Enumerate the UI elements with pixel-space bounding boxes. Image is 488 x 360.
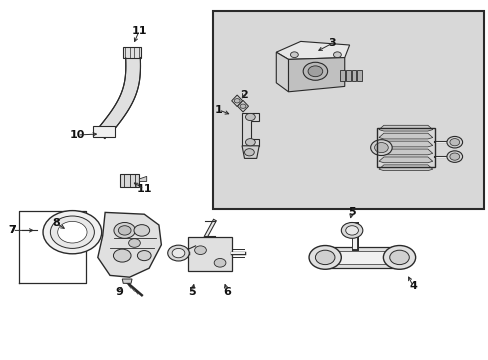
Text: 1: 1	[214, 105, 222, 115]
Circle shape	[244, 149, 254, 156]
Circle shape	[449, 153, 459, 160]
Polygon shape	[98, 212, 161, 277]
Circle shape	[194, 246, 206, 255]
Polygon shape	[242, 113, 259, 146]
Text: 6: 6	[223, 287, 231, 297]
Circle shape	[43, 211, 102, 254]
Polygon shape	[339, 70, 344, 81]
Polygon shape	[345, 70, 350, 81]
Circle shape	[58, 221, 87, 243]
Polygon shape	[98, 58, 140, 134]
Polygon shape	[123, 47, 141, 58]
Text: 4: 4	[408, 281, 416, 291]
Circle shape	[234, 99, 240, 103]
Polygon shape	[276, 41, 349, 59]
Circle shape	[118, 226, 131, 235]
Polygon shape	[378, 165, 432, 171]
Circle shape	[446, 136, 462, 148]
Polygon shape	[378, 133, 432, 139]
Polygon shape	[237, 100, 248, 112]
Polygon shape	[288, 58, 344, 92]
Circle shape	[383, 246, 415, 269]
Circle shape	[128, 239, 140, 247]
Polygon shape	[120, 174, 139, 187]
Polygon shape	[122, 279, 132, 283]
Polygon shape	[378, 125, 432, 131]
Circle shape	[214, 258, 225, 267]
Circle shape	[134, 225, 149, 236]
Circle shape	[307, 66, 322, 77]
Text: 2: 2	[239, 90, 247, 100]
Circle shape	[50, 216, 94, 248]
Bar	[212, 11, 483, 209]
Polygon shape	[276, 52, 288, 92]
Polygon shape	[357, 70, 362, 81]
Text: 9: 9	[116, 287, 123, 297]
Text: 10: 10	[69, 130, 85, 140]
Text: 7: 7	[8, 225, 16, 235]
Circle shape	[240, 104, 245, 108]
Polygon shape	[378, 157, 432, 163]
Circle shape	[303, 62, 327, 80]
Circle shape	[245, 139, 255, 146]
Circle shape	[446, 151, 462, 162]
Text: 11: 11	[131, 26, 147, 36]
Circle shape	[345, 226, 358, 235]
Polygon shape	[327, 251, 395, 264]
Circle shape	[113, 249, 131, 262]
Polygon shape	[93, 126, 115, 137]
Circle shape	[449, 139, 459, 146]
Polygon shape	[378, 141, 432, 147]
Polygon shape	[231, 95, 242, 107]
Circle shape	[290, 52, 298, 58]
Text: 7: 7	[8, 225, 16, 235]
Polygon shape	[242, 146, 259, 158]
Circle shape	[389, 250, 408, 265]
Polygon shape	[351, 70, 356, 81]
Circle shape	[245, 113, 255, 121]
Circle shape	[374, 143, 387, 153]
Text: 5: 5	[188, 287, 196, 297]
Circle shape	[341, 222, 362, 238]
Polygon shape	[188, 237, 232, 271]
Text: 8: 8	[52, 218, 60, 228]
Text: 5: 5	[347, 207, 355, 217]
Polygon shape	[325, 247, 398, 268]
Polygon shape	[378, 149, 432, 155]
Circle shape	[370, 140, 391, 156]
Text: 11: 11	[136, 184, 152, 194]
Circle shape	[114, 222, 135, 238]
Circle shape	[315, 250, 334, 265]
Circle shape	[137, 251, 151, 261]
Circle shape	[167, 245, 189, 261]
Circle shape	[333, 52, 341, 58]
Circle shape	[172, 248, 184, 258]
Text: 3: 3	[328, 38, 336, 48]
Polygon shape	[139, 176, 146, 181]
Circle shape	[308, 246, 341, 269]
